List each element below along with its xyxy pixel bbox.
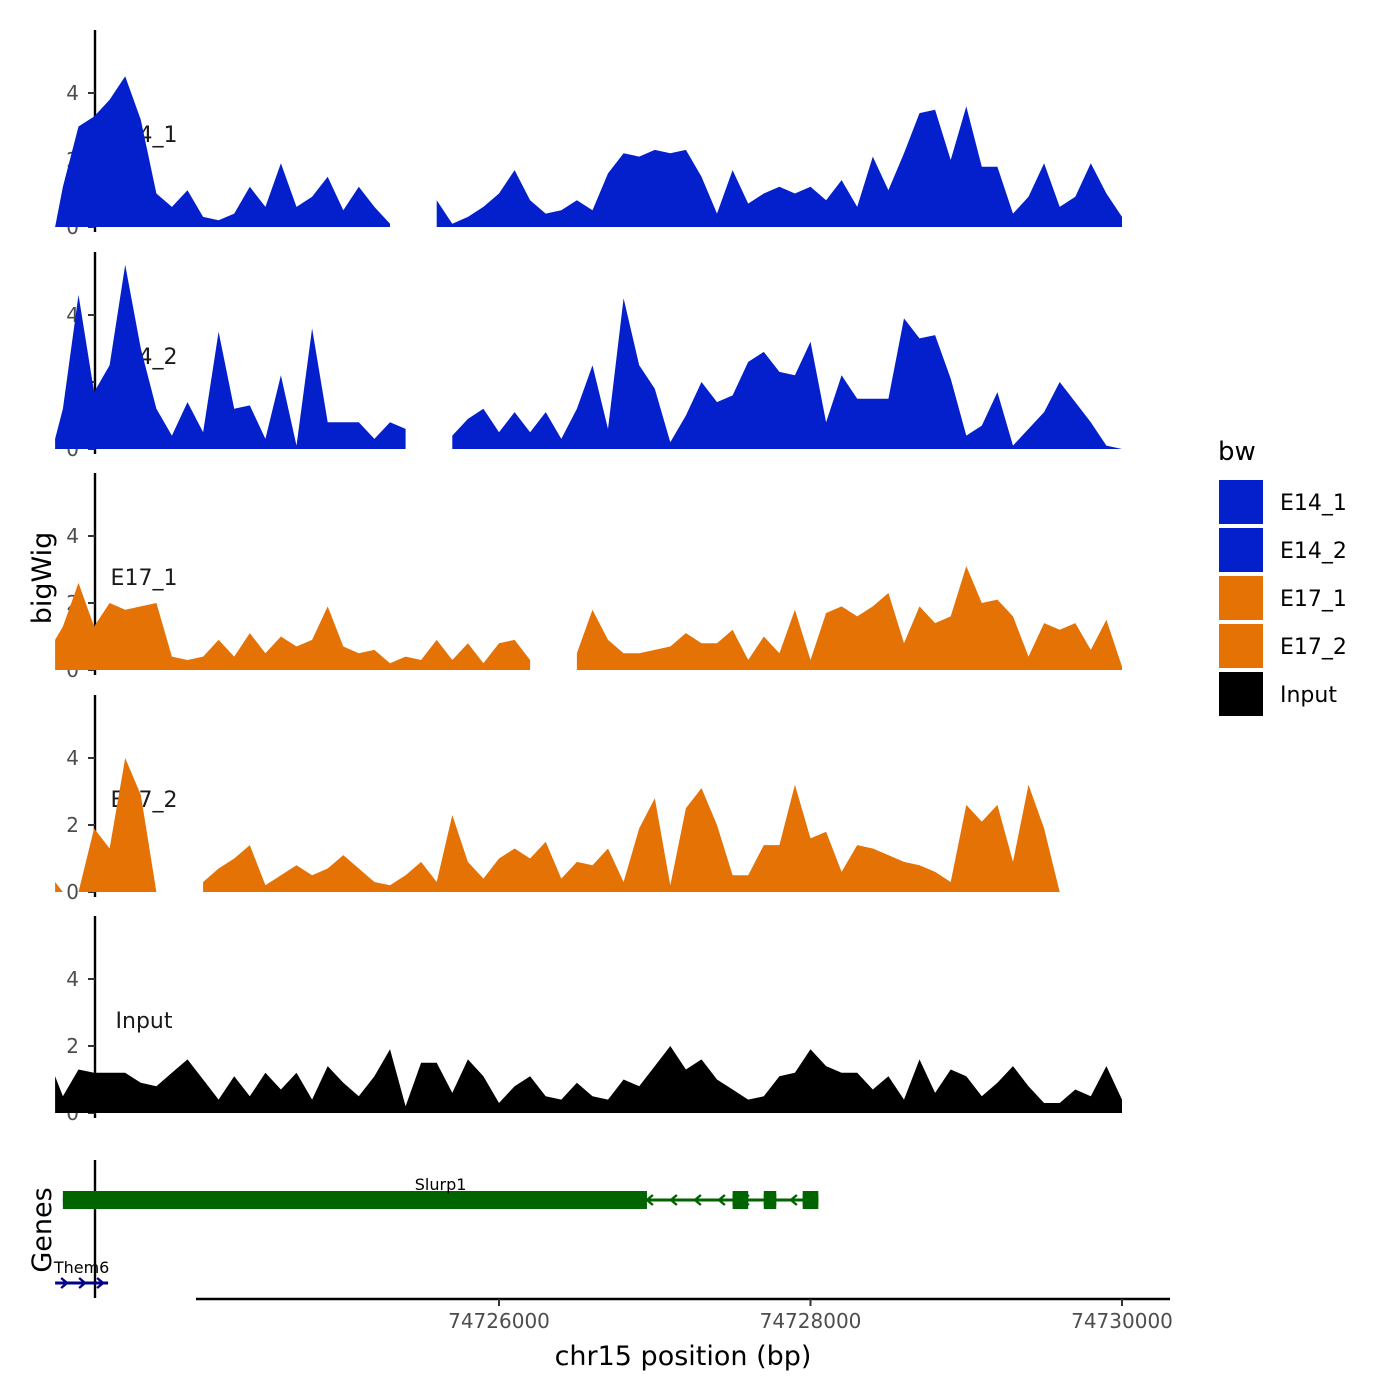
y-tick-label: 2 <box>66 813 79 837</box>
gene-coding-exon <box>802 1191 819 1209</box>
gene-Them6: Them6 <box>53 1258 110 1289</box>
gene-coding-exon <box>763 1191 777 1209</box>
gene-annotation-panel: Slurp1 Them6 <box>53 1160 819 1298</box>
coverage-area-E14_2 <box>55 264 406 449</box>
y-tick-label: 4 <box>66 524 79 548</box>
track-Input: 024Input <box>55 916 1123 1125</box>
legend-swatch <box>1217 574 1265 622</box>
strand-arrow <box>717 1194 726 1206</box>
legend-label: E17_1 <box>1280 587 1347 612</box>
y-tick-label: 4 <box>66 746 79 770</box>
y-tick-label: 2 <box>66 1034 79 1058</box>
y-tick-label: 4 <box>66 81 79 105</box>
x-tick-label: 74728000 <box>760 1309 862 1333</box>
strand-arrow <box>78 1277 87 1289</box>
strand-arrow <box>669 1194 678 1206</box>
track-label: Input <box>116 1009 173 1034</box>
track-label: E17_1 <box>111 566 178 591</box>
gene-label: Them6 <box>53 1258 110 1277</box>
legend-swatch <box>1217 670 1265 718</box>
track-E14_2: 024E14_2 <box>55 252 1122 461</box>
x-axis: 74726000 74728000 74730000 chr15 position … <box>196 1297 1173 1372</box>
legend-label: E14_1 <box>1280 491 1347 516</box>
strand-arrow <box>693 1194 702 1206</box>
gene-Slurp1: Slurp1 <box>62 1175 819 1209</box>
track-E14_1: 024E14_1 <box>55 30 1122 239</box>
gene-coding-exon <box>62 1191 647 1209</box>
coverage-area-E17_2 <box>203 784 1123 892</box>
strand-arrow <box>60 1277 69 1289</box>
legend-swatch <box>1217 478 1265 526</box>
legend-label: Input <box>1280 683 1337 708</box>
x-axis-ticks: 74726000 74728000 74730000 <box>448 1299 1173 1333</box>
legend-label: E17_2 <box>1280 635 1347 660</box>
genes-axis-title: Genes <box>27 1187 58 1272</box>
y-tick-label: 0 <box>66 880 79 904</box>
gene-coding-exon <box>732 1191 749 1209</box>
gene-label: Slurp1 <box>415 1175 467 1194</box>
legend-entries: E14_1 E14_2 E17_1 E17_2 Input <box>1217 478 1347 718</box>
y-tick-label: 4 <box>66 967 79 991</box>
legend-swatch <box>1217 526 1265 574</box>
x-tick-label: 74726000 <box>448 1309 550 1333</box>
coverage-area-E17_1 <box>55 582 531 670</box>
y-axis-title: bigWig <box>27 532 58 625</box>
x-tick-label: 74730000 <box>1071 1309 1173 1333</box>
coverage-area-E17_2 <box>55 758 157 892</box>
coverage-area-E14_1 <box>55 76 390 227</box>
coverage-area-E14_2 <box>452 298 1122 449</box>
strand-arrow <box>789 1194 798 1206</box>
legend-label: E14_2 <box>1280 539 1347 564</box>
legend: bw E14_1 E14_2 E17_1 E17_2 Input <box>1217 437 1347 718</box>
x-axis-title: chr15 position (bp) <box>555 1341 812 1372</box>
legend-swatch <box>1217 622 1265 670</box>
coverage-area-E14_1 <box>436 106 1122 227</box>
legend-title: bw <box>1218 437 1256 467</box>
coverage-area-E17_1 <box>576 566 1122 670</box>
strand-arrow <box>96 1277 105 1289</box>
coverage-area-Input <box>55 1046 1123 1113</box>
